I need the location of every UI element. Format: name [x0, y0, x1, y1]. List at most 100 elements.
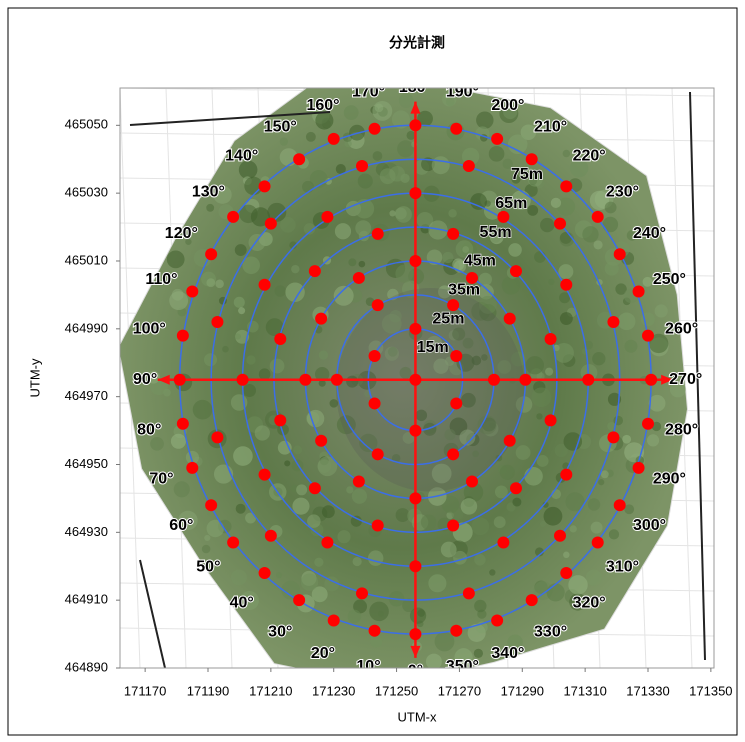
sample-point: [450, 397, 463, 410]
aerial-texture: [346, 486, 354, 494]
aerial-texture: [444, 428, 456, 441]
angle-label: 200°: [491, 97, 524, 114]
aerial-texture: [238, 160, 258, 180]
aerial-texture: [245, 512, 257, 524]
angle-label: 270°: [669, 371, 702, 388]
aerial-texture: [420, 380, 430, 390]
aerial-texture: [269, 358, 285, 374]
aerial-texture: [462, 337, 474, 349]
aerial-texture: [311, 586, 328, 603]
aerial-texture: [559, 292, 571, 304]
x-tick-label: 171330: [626, 683, 669, 698]
aerial-texture: [426, 249, 443, 266]
sample-point: [409, 560, 422, 573]
aerial-texture: [416, 211, 434, 229]
aerial-texture: [585, 569, 602, 586]
aerial-texture: [428, 574, 447, 593]
aerial-texture: [431, 156, 450, 175]
aerial-texture: [423, 422, 437, 436]
radius-label: 25m: [432, 310, 464, 327]
sample-point: [258, 278, 271, 291]
aerial-texture: [201, 544, 211, 554]
aerial-texture: [395, 206, 412, 223]
aerial-texture: [239, 591, 259, 611]
aerial-texture: [540, 217, 555, 233]
arrow-head: [661, 374, 674, 385]
y-tick-label: 465050: [65, 117, 108, 132]
aerial-texture: [309, 494, 317, 502]
aerial-texture: [515, 396, 533, 413]
angle-label: 250°: [653, 271, 686, 288]
angle-label: 310°: [606, 558, 639, 575]
angle-label: 110°: [145, 271, 177, 288]
sample-point: [560, 468, 573, 481]
arrow-head: [410, 101, 421, 114]
aerial-texture: [355, 220, 372, 237]
aerial-texture: [472, 450, 480, 458]
angle-label: 40°: [230, 594, 254, 611]
aerial-texture: [463, 482, 484, 503]
aerial-texture: [507, 634, 523, 651]
aerial-texture: [536, 455, 549, 467]
sample-point: [371, 519, 384, 532]
radius-label: 45m: [464, 253, 496, 270]
y-tick-label: 464970: [65, 388, 108, 403]
aerial-texture: [440, 541, 457, 558]
arrow-head: [410, 645, 421, 658]
sample-point: [227, 210, 240, 223]
sample-point: [409, 254, 422, 267]
aerial-texture: [399, 366, 412, 379]
aerial-texture: [626, 230, 638, 241]
aerial-texture: [454, 648, 473, 667]
aerial-texture: [374, 103, 384, 113]
aerial-texture: [536, 413, 543, 420]
aerial-texture: [369, 601, 389, 622]
sample-point: [450, 349, 463, 362]
aerial-texture: [438, 285, 452, 299]
angle-label: 20°: [311, 645, 335, 662]
aerial-texture: [417, 110, 433, 127]
aerial-texture: [534, 547, 544, 557]
aerial-texture: [420, 514, 437, 531]
aerial-texture: [478, 284, 494, 300]
angle-label: 160°: [306, 97, 339, 114]
aerial-texture: [230, 569, 247, 586]
aerial-texture: [502, 158, 513, 170]
sample-point: [466, 271, 478, 284]
y-axis-label: UTM-y: [27, 358, 42, 397]
aerial-texture: [337, 530, 351, 544]
sample-point: [330, 373, 343, 386]
aerial-texture: [624, 504, 635, 515]
aerial-texture: [499, 464, 515, 480]
sample-point: [352, 475, 365, 488]
aerial-texture: [582, 226, 599, 243]
aerial-texture: [494, 485, 508, 499]
aerial-texture: [357, 173, 373, 189]
aerial-texture: [426, 335, 443, 352]
sample-point: [491, 132, 504, 145]
sample-point: [264, 529, 277, 542]
sample-point: [544, 414, 557, 427]
aerial-texture: [512, 497, 522, 507]
sample-point: [409, 628, 422, 641]
angle-label: 170°: [352, 84, 385, 101]
sample-point: [488, 373, 500, 386]
aerial-texture: [648, 333, 669, 354]
aerial-texture: [146, 370, 160, 384]
aerial-texture: [488, 146, 505, 162]
aerial-texture: [415, 409, 428, 422]
radius-label: 15m: [417, 339, 449, 356]
aerial-texture: [265, 318, 284, 337]
image-edge: [689, 91, 706, 661]
y-tick-label: 465030: [65, 185, 108, 200]
sample-point: [510, 482, 522, 495]
angle-label: 290°: [653, 471, 686, 488]
aerial-texture: [559, 312, 573, 325]
aerial-texture: [431, 463, 452, 484]
aerial-texture: [222, 345, 229, 353]
sample-point: [525, 153, 538, 166]
angle-label: 60°: [169, 517, 193, 534]
aerial-texture: [568, 575, 588, 595]
sample-point: [409, 187, 422, 200]
aerial-texture: [489, 569, 496, 576]
